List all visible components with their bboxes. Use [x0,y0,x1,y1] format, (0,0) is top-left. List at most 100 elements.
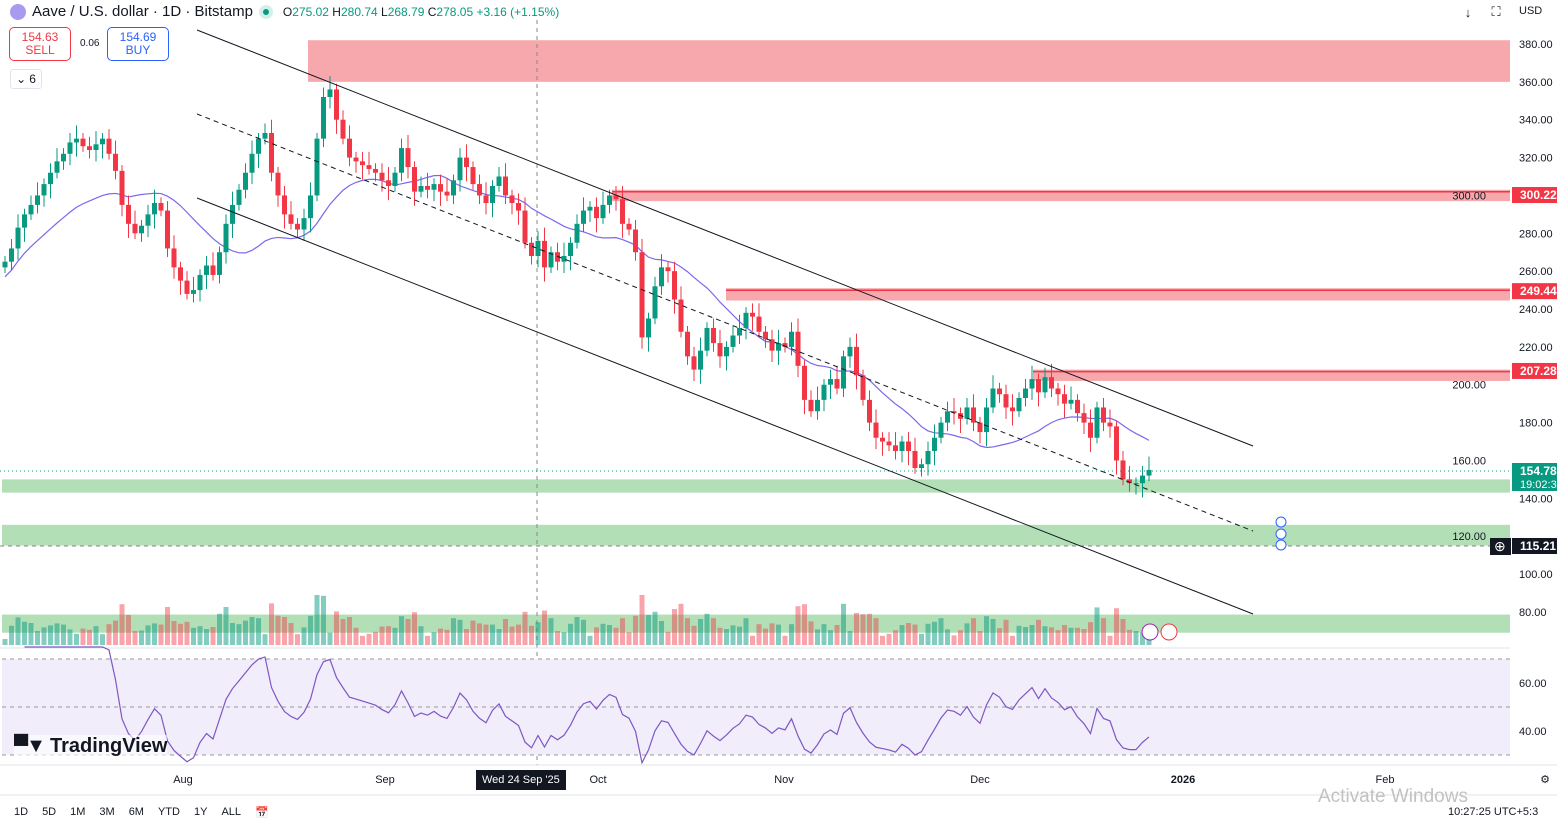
download-icon[interactable]: ↓ [1464,4,1472,20]
volume-bar [412,612,417,645]
volume-bar [477,623,482,645]
volume-bar [730,625,736,645]
add-alert-button [1490,538,1511,555]
clock[interactable]: 10:27:25 UTC+5:3 [1448,806,1539,818]
volume-bar [945,629,950,645]
volume-bar [2,639,8,645]
volume-bar [1114,608,1119,645]
candle-body [938,422,944,438]
timeframe-3m[interactable]: 3M [99,806,115,818]
candle-body [347,138,352,158]
volume-bar [795,606,801,645]
resistance-zone [726,288,1510,301]
candle-body [828,379,833,385]
candle-body [704,327,710,351]
timeframe-1d[interactable]: 1D [14,806,29,818]
price-tick: 160.00 [1452,455,1486,467]
volume-bar [763,628,768,645]
candle-body [48,172,53,185]
candle-body [249,153,255,173]
candle-body [236,189,242,205]
volume-bar [821,624,827,645]
timeframe-ytd[interactable]: YTD [157,806,180,818]
candle-body [113,153,118,171]
volume-bar [899,625,905,645]
candle-body [288,214,294,224]
volume-bar [35,631,40,645]
price-tick: 340.00 [1519,115,1553,127]
volume-bar [776,624,781,645]
volume-bar [1107,635,1113,645]
volume-bar [61,624,66,645]
fullscreen-icon[interactable]: ⛶ [1491,4,1501,19]
candle-body [158,203,164,211]
volume-bar [880,635,885,645]
volume-bar [919,633,924,645]
volume-bar [1003,619,1009,645]
volume-bar [373,631,378,645]
calendar-icon[interactable]: 📅 [255,807,269,819]
volume-bar [204,629,209,645]
volume-bar [340,619,346,645]
price-tick: 320.00 [1519,153,1553,165]
sell-button[interactable]: 154.63 SELL [9,27,71,61]
drawing-handle [1275,528,1287,540]
candle-body [1094,407,1100,438]
candle-body [672,271,677,300]
candle-body [243,172,248,190]
us-flag-event-icon [1160,623,1178,641]
channel-upper-line [196,29,1254,447]
price-label-crosshair [1512,538,1557,554]
candle-body [607,195,612,205]
candle-body [379,172,385,181]
volume-bar [704,613,710,645]
candle-body [418,185,424,192]
time-tick: Dec [970,774,990,786]
volume-bar [243,620,248,645]
candle-body [145,214,151,226]
volume-bar [145,625,151,645]
timeframe-6m[interactable]: 6M [128,806,144,818]
rsi-line [24,646,1150,765]
candle-body [67,142,73,154]
candle-body [769,339,775,351]
time-tick: Sep [375,774,395,786]
volume-bar [28,623,34,645]
volume-bar [1094,607,1100,645]
candle-body [945,411,950,423]
candle-body [1114,426,1119,461]
volume-bar [639,595,645,645]
candle-body [639,252,645,338]
candle-body [886,441,892,446]
volume-bar [587,635,593,645]
volume-bar [984,616,989,645]
candle-body [210,265,216,275]
candle-body [912,450,918,469]
candle-body [308,195,313,219]
price-tick: 200.00 [1452,380,1486,392]
volume-bar [275,615,281,645]
timeframe-5d[interactable]: 5D [42,806,57,818]
candle-body [932,437,937,451]
candle-body [600,204,606,219]
candle-body [724,346,729,357]
timeframe-all[interactable]: ALL [221,806,242,818]
candle-body [132,223,138,234]
candle-body [1127,479,1132,484]
symbol-title[interactable]: Aave / U.S. dollar · 1D · Bitstamp [32,3,253,20]
currency-selector[interactable]: USD [1519,5,1543,17]
volume-bar [678,603,684,645]
volume-bar [626,632,632,645]
candle-body [964,407,970,419]
indicators-toggle[interactable]: ⌄ 6 [10,69,42,89]
timeframe-1y[interactable]: 1Y [193,806,208,818]
volume-bar [717,627,723,645]
timeframe-1m[interactable]: 1M [70,806,86,818]
settings-icon[interactable]: ⚙ [1540,774,1550,786]
volume-bar [217,613,222,645]
buy-button[interactable]: 154.69 BUY [107,27,169,61]
volume-bar [743,618,749,645]
candle-body [574,223,580,243]
candle-body [633,229,638,253]
